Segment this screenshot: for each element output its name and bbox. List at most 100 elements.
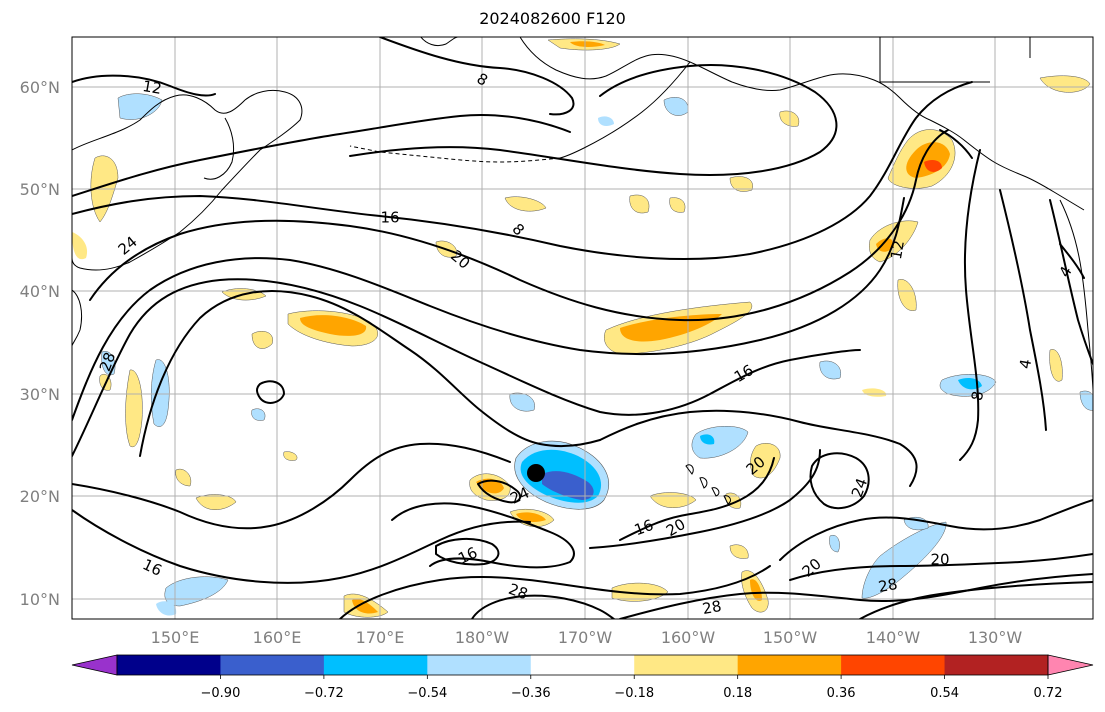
- shade-positive: [352, 598, 378, 614]
- shade-positive: [729, 176, 753, 192]
- colorbar-segment: [634, 655, 739, 675]
- latitude-axis: 60°N 50°N 40°N 30°N 20°N 10°N: [20, 78, 60, 609]
- contour-value-label: 28: [96, 350, 119, 374]
- shade-positive: [175, 468, 192, 487]
- longitude-axis: 150°E 160°E 170°E 180°W 170°W 160°W 150°W 140°W…: [151, 628, 1023, 647]
- longitude-tick-label: 140°W: [866, 628, 921, 647]
- contour-line: [939, 129, 973, 159]
- contour-line: [599, 409, 918, 487]
- coastline-kamchatka: [203, 117, 235, 180]
- contour-line: [256, 380, 285, 404]
- shade-negative: [598, 116, 614, 126]
- colorbar-segment: [841, 655, 946, 675]
- contour-line: [72, 278, 861, 457]
- contour-line: [809, 452, 870, 510]
- colorbar-tick-label: −0.18: [614, 686, 654, 701]
- colorbar-segment: [117, 655, 221, 675]
- colorbar-segment: [323, 655, 428, 675]
- contour-layer: [72, 37, 1093, 619]
- colorbar-segment: [737, 655, 842, 675]
- contour-value-label: 4: [1016, 358, 1035, 371]
- shade-negative: [542, 471, 594, 500]
- latitude-tick-label: 10°N: [20, 590, 60, 609]
- contour-line: [619, 573, 1093, 619]
- coastline-aleutians: [349, 145, 561, 163]
- contour-value-label: 8: [968, 390, 987, 403]
- shade-positive: [862, 388, 887, 397]
- longitude-tick-label: 180°W: [455, 628, 510, 647]
- border: [879, 37, 990, 83]
- shade-positive: [924, 160, 942, 172]
- contour-line: [349, 64, 838, 177]
- shade-negative: [117, 93, 163, 120]
- map-frame: [71, 36, 1094, 620]
- coastline-northwest: [1059, 199, 1093, 391]
- coastline-kamchatka: [72, 89, 303, 271]
- storm-center-marker: [527, 464, 545, 482]
- shade-positive: [629, 194, 650, 214]
- contour-line: [391, 502, 575, 569]
- shade-positive: [779, 110, 800, 127]
- contour-value-label: 12: [141, 77, 163, 98]
- coastline-japan: [72, 289, 83, 347]
- contour-line: [999, 189, 1047, 431]
- contour-value-label: 28: [877, 575, 899, 596]
- gridlines: [72, 37, 1093, 619]
- colorbar-tick-label: −0.90: [201, 686, 241, 701]
- coastline-peninsula: [559, 61, 691, 159]
- contour-value-label: 12: [887, 239, 908, 261]
- shade-negative: [509, 392, 535, 412]
- contour-line: [589, 449, 821, 549]
- colorbar-tick-label: −0.72: [304, 686, 344, 701]
- colorbar-tick-label: 0.18: [723, 686, 752, 701]
- contour-line: [139, 290, 601, 457]
- contour-line: [1059, 243, 1085, 279]
- latitude-tick-label: 20°N: [20, 487, 60, 506]
- shade-positive: [283, 451, 298, 461]
- contour-line: [72, 113, 571, 197]
- shade-positive: [504, 196, 547, 212]
- contour-line: [72, 197, 905, 421]
- contour-value-label: 24: [848, 476, 871, 500]
- colorbar-tick-label: 0.72: [1034, 686, 1063, 701]
- contour-line: [1049, 199, 1093, 365]
- contour-line: [789, 553, 1093, 581]
- shade-negative: [251, 408, 266, 421]
- shade-negative: [819, 360, 842, 380]
- shade-positive: [611, 582, 669, 602]
- shade-negative: [1079, 390, 1093, 411]
- contour-value-label: 16: [632, 516, 656, 539]
- shade-negative: [150, 359, 170, 427]
- colorbar-segment: [220, 655, 325, 675]
- shade-positive: [750, 579, 762, 601]
- shade-positive: [897, 279, 917, 311]
- contour-line: [471, 594, 615, 619]
- shade-negative: [164, 576, 229, 607]
- shade-negative: [700, 434, 715, 445]
- contour-line: [339, 565, 771, 619]
- contour-line: [72, 442, 511, 530]
- coastline-hawaii: [685, 464, 731, 505]
- shade-positive: [669, 197, 686, 213]
- contour-line: [477, 479, 522, 504]
- shade-positive: [72, 232, 88, 260]
- colorbar-tick-label: −0.54: [407, 686, 447, 701]
- colorbar-min-extension: [71, 654, 118, 676]
- colorbar-tick-label: −0.36: [511, 686, 551, 701]
- contour-line: [72, 74, 216, 97]
- latitude-tick-label: 50°N: [20, 180, 60, 199]
- contour-line: [779, 499, 1093, 561]
- shade-negative: [829, 534, 840, 553]
- colorbar: −0.90 −0.72 −0.54 −0.36 −0.18 0.18 0.36 0.54 0.7…: [71, 654, 1094, 701]
- contour-line: [859, 581, 1093, 619]
- contour-value-label: 20: [930, 551, 949, 569]
- plot-title: 2024082600 F120: [479, 9, 626, 28]
- longitude-tick-label: 130°W: [968, 628, 1023, 647]
- shade-positive: [1049, 349, 1063, 382]
- longitude-tick-label: 160°E: [253, 628, 302, 647]
- shade-positive: [570, 41, 605, 47]
- colorbar-tick-label: 0.54: [930, 686, 959, 701]
- contour-line: [72, 509, 531, 584]
- longitude-tick-label: 150°E: [151, 628, 200, 647]
